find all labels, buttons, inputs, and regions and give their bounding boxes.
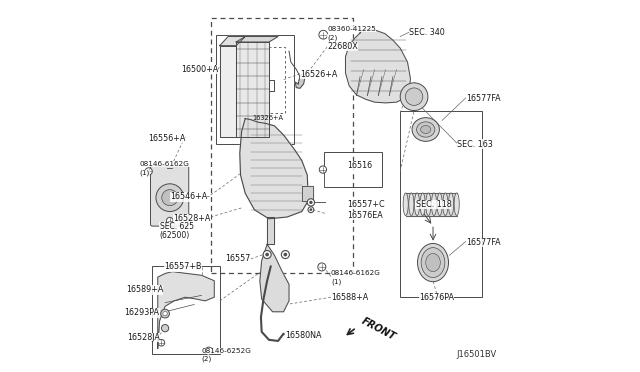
Ellipse shape — [403, 193, 408, 215]
Polygon shape — [220, 36, 245, 46]
Ellipse shape — [437, 193, 442, 215]
Text: 16500+A: 16500+A — [180, 65, 218, 74]
Text: 16576PA: 16576PA — [419, 293, 454, 302]
Text: 16528JA: 16528JA — [127, 333, 159, 342]
Circle shape — [161, 324, 169, 332]
Ellipse shape — [417, 122, 435, 137]
Circle shape — [162, 190, 178, 206]
Circle shape — [266, 253, 269, 256]
Text: (1): (1) — [331, 278, 341, 285]
Text: 08360-41225: 08360-41225 — [327, 26, 376, 32]
Text: 16589+A: 16589+A — [126, 285, 163, 294]
Ellipse shape — [431, 193, 436, 215]
Text: 08146-6162G: 08146-6162G — [331, 270, 381, 276]
Circle shape — [307, 199, 314, 206]
Bar — [245, 48, 285, 113]
Circle shape — [319, 31, 328, 39]
Bar — [211, 18, 353, 273]
Text: 22680X: 22680X — [327, 42, 358, 51]
Text: 16557+C: 16557+C — [348, 200, 385, 209]
Polygon shape — [406, 193, 457, 215]
Polygon shape — [267, 217, 275, 244]
Circle shape — [166, 217, 173, 224]
Text: 16528+A: 16528+A — [173, 214, 211, 223]
Text: 16557+B: 16557+B — [164, 262, 202, 272]
Text: 16516: 16516 — [348, 161, 372, 170]
Ellipse shape — [454, 193, 460, 215]
Circle shape — [282, 250, 289, 259]
Polygon shape — [346, 29, 410, 103]
Ellipse shape — [421, 248, 445, 278]
Ellipse shape — [412, 118, 440, 141]
Polygon shape — [302, 186, 313, 201]
Circle shape — [400, 83, 428, 110]
Text: 08146-6252G: 08146-6252G — [202, 348, 252, 354]
Circle shape — [284, 253, 287, 256]
Ellipse shape — [409, 193, 414, 215]
Ellipse shape — [426, 253, 440, 272]
Circle shape — [309, 201, 312, 204]
Text: 16526+A: 16526+A — [300, 70, 337, 79]
Text: (2): (2) — [327, 34, 337, 41]
Circle shape — [263, 250, 271, 259]
Polygon shape — [295, 73, 305, 88]
Circle shape — [156, 184, 184, 212]
Circle shape — [318, 263, 326, 271]
Text: (62500): (62500) — [159, 231, 190, 240]
Circle shape — [145, 168, 152, 175]
Text: (2): (2) — [202, 356, 212, 362]
Text: (1): (1) — [140, 170, 150, 176]
Polygon shape — [220, 46, 236, 137]
Polygon shape — [158, 272, 214, 348]
Text: 16546+A: 16546+A — [170, 192, 207, 201]
Text: 16577FA: 16577FA — [466, 94, 500, 103]
Text: 16588+A: 16588+A — [331, 293, 368, 302]
Text: 16556+A: 16556+A — [148, 134, 185, 143]
FancyBboxPatch shape — [150, 166, 189, 226]
Circle shape — [163, 311, 167, 316]
Bar — [152, 266, 220, 354]
Ellipse shape — [443, 193, 448, 215]
Ellipse shape — [417, 243, 449, 282]
Polygon shape — [240, 119, 308, 219]
Text: SEC. 118: SEC. 118 — [415, 200, 451, 209]
Circle shape — [161, 309, 170, 318]
Circle shape — [405, 88, 423, 105]
Text: 16580NA: 16580NA — [285, 331, 322, 340]
Ellipse shape — [420, 125, 431, 134]
Circle shape — [319, 166, 326, 173]
Ellipse shape — [449, 193, 454, 215]
Polygon shape — [236, 36, 278, 42]
Text: SEC. 625: SEC. 625 — [159, 222, 193, 231]
Bar — [400, 111, 482, 297]
Circle shape — [308, 207, 314, 213]
Circle shape — [158, 340, 164, 346]
Bar — [324, 152, 382, 187]
Bar — [216, 35, 294, 144]
Ellipse shape — [415, 193, 420, 215]
Text: 16577FA: 16577FA — [466, 238, 500, 247]
Text: SEC. 163: SEC. 163 — [457, 140, 492, 148]
Polygon shape — [236, 42, 269, 137]
Ellipse shape — [420, 193, 425, 215]
Text: J16501BV: J16501BV — [456, 350, 497, 359]
Polygon shape — [260, 244, 289, 312]
Text: 08146-6162G: 08146-6162G — [140, 161, 189, 167]
Text: 16557: 16557 — [225, 254, 251, 263]
Circle shape — [205, 347, 213, 355]
Text: FRONT: FRONT — [360, 316, 397, 342]
Text: 16576EA: 16576EA — [348, 211, 383, 219]
Text: 16326+A: 16326+A — [253, 115, 284, 121]
Ellipse shape — [426, 193, 431, 215]
Circle shape — [310, 209, 312, 211]
Text: SEC. 340: SEC. 340 — [410, 28, 445, 37]
Text: 16293PA: 16293PA — [125, 308, 159, 317]
